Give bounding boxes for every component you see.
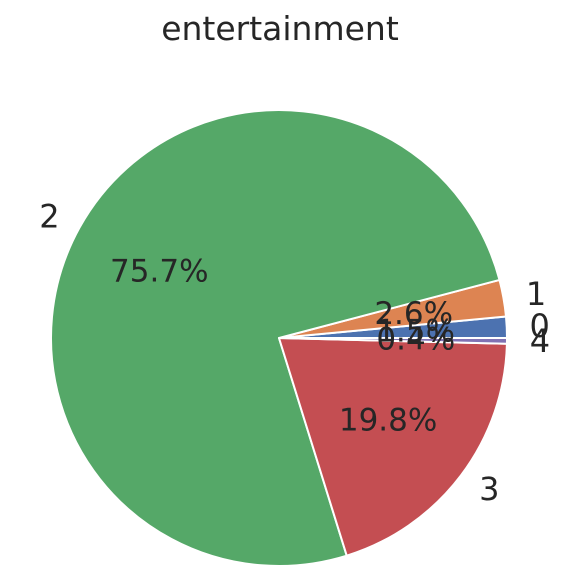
slice-label-0: 0 bbox=[530, 307, 550, 345]
slice-percent-3: 19.8% bbox=[339, 403, 437, 439]
pie-slice-3 bbox=[278, 337, 508, 557]
pie-slices bbox=[50, 109, 509, 567]
slice-label-4: 4 bbox=[530, 322, 550, 360]
pie-labels: 0 1.5% 1 2.6% 2 75.7% 3 19.8% 4 0.4% bbox=[39, 198, 550, 509]
slice-percent-0: 1.5% bbox=[376, 314, 455, 350]
slice-label-2: 2 bbox=[39, 198, 59, 236]
slice-percent-4: 0.4% bbox=[376, 322, 455, 358]
pie-slice-2 bbox=[50, 109, 501, 567]
slice-label-1: 1 bbox=[526, 275, 546, 313]
slice-percent-1: 2.6% bbox=[374, 296, 453, 332]
slice-label-3: 3 bbox=[479, 470, 499, 508]
slice-percent-2: 75.7% bbox=[110, 254, 208, 290]
chart-title: entertainment bbox=[161, 9, 399, 48]
pie-slice-4 bbox=[278, 337, 509, 345]
